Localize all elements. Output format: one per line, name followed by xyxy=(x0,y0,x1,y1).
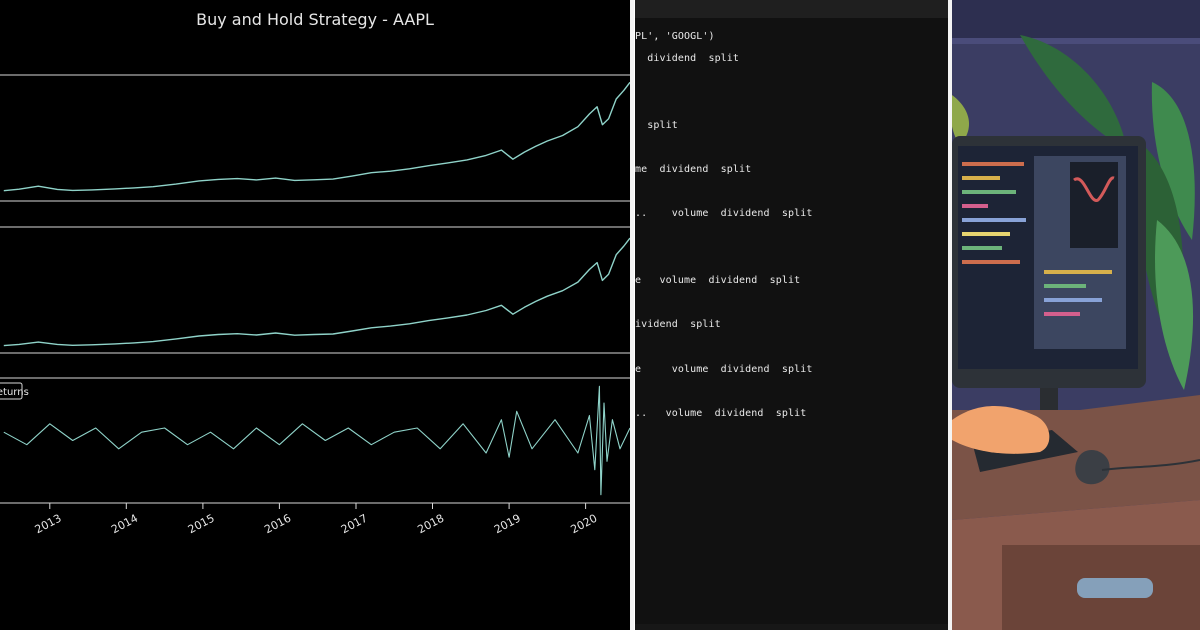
terminal-line: me dividend split xyxy=(635,164,752,175)
terminal-line: split xyxy=(635,120,678,131)
terminal-line: ividend split xyxy=(635,319,721,330)
daily-returns-line xyxy=(3,385,630,496)
terminal-line: .. volume dividend split xyxy=(635,208,813,219)
drawer-handle-icon xyxy=(1077,578,1153,598)
developer-illustration-panel xyxy=(952,0,1200,630)
x-axis-ticks xyxy=(49,503,587,509)
price-line xyxy=(3,81,630,192)
panel-divider-left xyxy=(630,0,634,630)
chart-window-icon xyxy=(1070,162,1118,248)
returns-legend-label: returns xyxy=(0,387,29,398)
code-line-icon xyxy=(962,190,1016,194)
leaf-icon xyxy=(952,95,970,145)
buy-and-hold-chart: Buy and Hold Strategy - AAPL returns 201… xyxy=(0,0,630,630)
code-line-icon xyxy=(1044,298,1102,302)
terminal-panel: PL', 'GOOGL') dividend split split me di… xyxy=(635,0,948,630)
terminal-line: dividend split xyxy=(635,53,740,64)
code-line-icon xyxy=(962,218,1026,222)
code-line-icon xyxy=(1044,312,1080,316)
wall-trim xyxy=(952,38,1200,44)
leaf-icon xyxy=(1155,220,1194,390)
code-line-icon xyxy=(962,260,1020,264)
terminal-topbar xyxy=(635,0,948,18)
code-line-icon xyxy=(962,246,1002,250)
panel-divider-right xyxy=(948,0,952,630)
wall-top-band xyxy=(952,0,1200,38)
code-line-icon xyxy=(962,204,988,208)
chart-title: Buy and Hold Strategy - AAPL xyxy=(196,10,434,29)
code-chart-icon xyxy=(1073,176,1115,202)
cumulative-returns-line xyxy=(3,237,630,347)
legend-box-icon xyxy=(0,382,23,400)
terminal-output: PL', 'GOOGL') dividend split split me di… xyxy=(635,0,948,630)
terminal-line: e volume dividend split xyxy=(635,364,813,375)
code-line-icon xyxy=(962,232,1010,236)
leaf-icon xyxy=(1151,82,1195,240)
code-line-icon xyxy=(962,176,1000,180)
chart-panel: Buy and Hold Strategy - AAPL returns 201… xyxy=(0,0,630,630)
leaf-icon xyxy=(1020,35,1127,150)
terminal-bottom-bar xyxy=(635,624,948,630)
code-line-icon xyxy=(1044,284,1086,288)
terminal-line: PL', 'GOOGL') xyxy=(635,31,715,42)
terminal-line: .. volume dividend split xyxy=(635,408,807,419)
code-line-icon xyxy=(962,162,1024,166)
mouse-cable-icon xyxy=(1101,459,1200,471)
returns-legend: returns xyxy=(0,382,29,400)
hand-icon xyxy=(952,406,1050,454)
developer-illustration xyxy=(952,0,1200,630)
chart-background xyxy=(0,0,630,630)
terminal-line: e volume dividend split xyxy=(635,275,801,286)
mouse-icon xyxy=(1075,449,1110,485)
code-line-icon xyxy=(1044,270,1112,274)
